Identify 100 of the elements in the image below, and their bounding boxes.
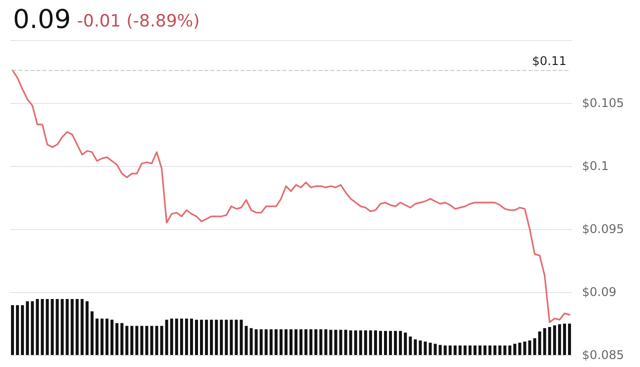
bar bbox=[568, 324, 572, 355]
bar bbox=[538, 331, 542, 355]
bar bbox=[364, 330, 368, 355]
bar bbox=[483, 345, 486, 355]
bar bbox=[548, 327, 552, 355]
bar bbox=[96, 318, 99, 355]
bar bbox=[434, 344, 437, 355]
bar bbox=[204, 320, 208, 355]
bar bbox=[404, 332, 407, 355]
bar bbox=[274, 329, 278, 355]
bar bbox=[260, 329, 263, 355]
bar bbox=[344, 330, 348, 355]
bar bbox=[444, 345, 447, 355]
bar bbox=[105, 318, 108, 355]
bar bbox=[135, 326, 138, 355]
bar bbox=[424, 342, 427, 355]
bar bbox=[414, 339, 417, 355]
bar bbox=[388, 330, 392, 355]
bar bbox=[294, 329, 298, 355]
bar bbox=[30, 301, 34, 355]
bar bbox=[464, 345, 467, 355]
bar bbox=[468, 345, 472, 355]
bar bbox=[354, 330, 358, 355]
bar bbox=[125, 326, 128, 355]
bar bbox=[418, 340, 422, 355]
y-tick-label: $0.1 bbox=[582, 159, 609, 173]
bar bbox=[110, 320, 114, 355]
ref-line-label: $0.11 bbox=[532, 54, 567, 68]
bar bbox=[155, 326, 158, 355]
bar bbox=[200, 320, 203, 355]
bar bbox=[16, 305, 19, 355]
bar bbox=[60, 299, 64, 355]
bar bbox=[304, 329, 308, 355]
bar bbox=[533, 338, 536, 355]
bar bbox=[214, 320, 218, 355]
bar bbox=[518, 342, 522, 355]
bar bbox=[498, 345, 502, 355]
bar bbox=[528, 340, 532, 355]
bar bbox=[384, 330, 387, 355]
bar bbox=[180, 318, 184, 355]
bar bbox=[140, 326, 144, 355]
bar bbox=[70, 299, 74, 355]
bar bbox=[314, 329, 318, 355]
bar bbox=[448, 345, 452, 355]
bar bbox=[398, 330, 402, 355]
bar bbox=[438, 344, 442, 355]
bar bbox=[195, 320, 198, 355]
bar bbox=[230, 320, 233, 355]
bar bbox=[250, 328, 253, 355]
bar bbox=[319, 329, 322, 355]
bar bbox=[86, 301, 89, 355]
bar bbox=[224, 320, 228, 355]
bar bbox=[478, 345, 482, 355]
bar bbox=[329, 330, 332, 355]
bar bbox=[284, 329, 288, 355]
bar bbox=[50, 299, 54, 355]
bar bbox=[10, 305, 14, 355]
bar bbox=[379, 330, 382, 355]
line-series bbox=[12, 69, 570, 324]
y-tick-label: $0.085 bbox=[582, 348, 624, 362]
bar bbox=[503, 345, 506, 355]
bar bbox=[280, 329, 283, 355]
bar bbox=[40, 299, 44, 355]
bar bbox=[324, 329, 328, 355]
bar bbox=[374, 330, 378, 355]
bar bbox=[234, 320, 238, 355]
y-tick-label: $0.09 bbox=[582, 285, 616, 299]
bar bbox=[254, 329, 258, 355]
bar bbox=[264, 329, 268, 355]
bar bbox=[100, 318, 104, 355]
bar bbox=[270, 329, 273, 355]
bar bbox=[20, 305, 24, 355]
bar bbox=[26, 301, 29, 355]
bar bbox=[36, 299, 39, 355]
bar bbox=[115, 323, 118, 355]
bar bbox=[394, 330, 397, 355]
bar bbox=[80, 299, 84, 355]
bar bbox=[160, 326, 164, 355]
bar bbox=[558, 324, 562, 355]
bar bbox=[210, 320, 213, 355]
bar bbox=[190, 318, 194, 355]
bar bbox=[474, 345, 477, 355]
bar bbox=[290, 329, 292, 355]
bar bbox=[359, 330, 362, 355]
chart-subtitle: -0.01 (-8.89%) bbox=[77, 12, 200, 32]
bar bbox=[513, 344, 516, 355]
y-tick-label: $0.105 bbox=[582, 96, 624, 110]
bar bbox=[309, 329, 312, 355]
bar bbox=[76, 299, 79, 355]
bar bbox=[165, 320, 168, 355]
bar bbox=[408, 336, 412, 355]
bar bbox=[90, 311, 94, 355]
bar bbox=[46, 299, 49, 355]
bar bbox=[488, 345, 492, 355]
bar bbox=[145, 326, 148, 355]
chart-title: 0.09 bbox=[13, 5, 71, 35]
bar bbox=[369, 330, 372, 355]
bar bbox=[299, 329, 302, 355]
bar bbox=[553, 325, 556, 355]
bar bbox=[458, 345, 462, 355]
